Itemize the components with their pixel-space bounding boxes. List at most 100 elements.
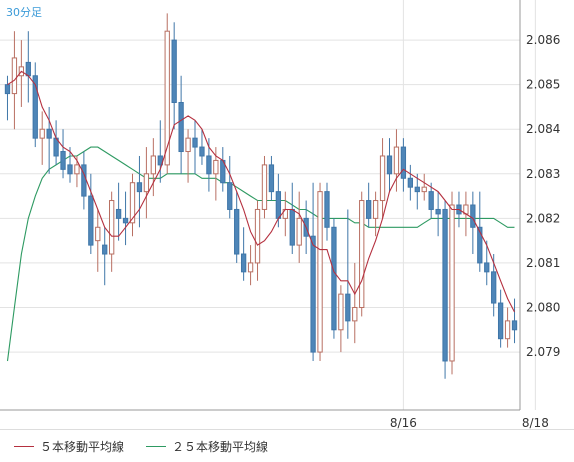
candle-body-up: [150, 155, 156, 175]
candle: [359, 191, 365, 317]
candle-body-down: [414, 186, 420, 193]
candle: [484, 240, 490, 286]
candles-group: [4, 13, 518, 379]
y-tick-label: 2.085: [526, 78, 560, 92]
candle: [88, 173, 94, 255]
candle: [296, 191, 302, 263]
candle: [32, 62, 38, 148]
candle-body-down: [400, 146, 407, 179]
grid-lines: [0, 0, 536, 410]
candle-body-up: [11, 57, 18, 95]
candle: [164, 13, 170, 174]
candle-body-down: [67, 164, 73, 175]
candle: [407, 164, 413, 201]
candle: [345, 209, 351, 339]
ma25-line-group: [6, 146, 515, 362]
y-tick-label: 2.080: [526, 301, 560, 315]
candle-body-up: [317, 191, 323, 353]
legend-item-ma25: ２５本移動平均線: [146, 438, 268, 455]
candle: [317, 182, 323, 361]
candle-body-down: [366, 200, 372, 219]
candle: [372, 191, 379, 237]
candle-body-down: [407, 177, 413, 188]
candle: [331, 218, 337, 339]
candle: [95, 209, 101, 272]
candle: [136, 155, 143, 228]
candle: [46, 106, 52, 174]
candle: [261, 155, 268, 219]
candle-body-down: [206, 155, 212, 175]
candle-body-down: [115, 208, 122, 219]
candle: [289, 182, 295, 255]
candle-body-down: [310, 235, 316, 353]
y-tick-label: 2.082: [526, 211, 560, 225]
candle: [254, 200, 261, 281]
candle: [435, 191, 441, 237]
candle-body-down: [477, 226, 483, 264]
candle: [185, 129, 191, 183]
candle-body-down: [470, 204, 476, 228]
candle-body-down: [178, 102, 184, 153]
candle: [393, 129, 400, 192]
candle-body-up: [109, 200, 115, 255]
candle-body-down: [199, 146, 205, 157]
candle-body-up: [185, 137, 191, 153]
candle-body-down: [102, 244, 108, 255]
candle-body-up: [296, 217, 302, 246]
candle-body-down: [386, 155, 393, 175]
candle: [428, 182, 434, 219]
legend-label-ma25: ２５本移動平均線: [172, 439, 269, 454]
candle: [504, 307, 511, 348]
candle: [109, 191, 115, 272]
candle: [386, 138, 393, 192]
candle-body-up: [372, 200, 379, 219]
candle-body-up: [247, 262, 254, 273]
candle: [81, 151, 87, 210]
candle-body-up: [338, 293, 344, 331]
ma25-line: [6, 146, 515, 362]
candle: [497, 289, 504, 348]
candle-body-down: [240, 253, 247, 273]
candle-body-down: [491, 271, 497, 304]
candle-body-up: [449, 204, 455, 362]
candle-body-down: [25, 61, 31, 77]
candle-body-up: [143, 173, 150, 193]
candle: [129, 173, 136, 237]
candle-body-down: [32, 75, 38, 139]
candle: [171, 22, 177, 130]
candle-body-up: [421, 186, 427, 193]
candle: [366, 182, 372, 228]
candle-body-up: [359, 200, 365, 308]
candle-body-down: [81, 164, 87, 197]
candle-body-down: [345, 293, 351, 322]
candle: [379, 138, 386, 219]
candle-body-up: [74, 164, 80, 175]
candle-body-down: [136, 182, 143, 193]
candle-body-down: [268, 164, 275, 193]
candle-body-down: [171, 39, 177, 103]
candle-body-down: [331, 226, 337, 331]
candle: [421, 173, 427, 201]
candle: [143, 147, 150, 219]
candle: [449, 191, 455, 375]
candle: [511, 298, 518, 344]
candle-body-down: [234, 208, 240, 255]
candle: [491, 254, 497, 317]
candle-body-down: [435, 208, 441, 215]
candle: [414, 173, 420, 210]
candle: [102, 227, 108, 286]
candle-body-down: [4, 84, 11, 95]
candle: [282, 191, 288, 237]
ma5-line: [7, 70, 515, 313]
candle: [25, 31, 31, 103]
candle: [60, 129, 66, 179]
candle: [53, 120, 59, 165]
candle: [122, 191, 129, 246]
candle-body-up: [261, 164, 268, 210]
candle: [115, 182, 122, 241]
candle: [470, 191, 476, 255]
candle: [67, 147, 73, 183]
candle: [268, 155, 275, 201]
candle: [247, 245, 254, 286]
candle-body-down: [275, 191, 282, 219]
